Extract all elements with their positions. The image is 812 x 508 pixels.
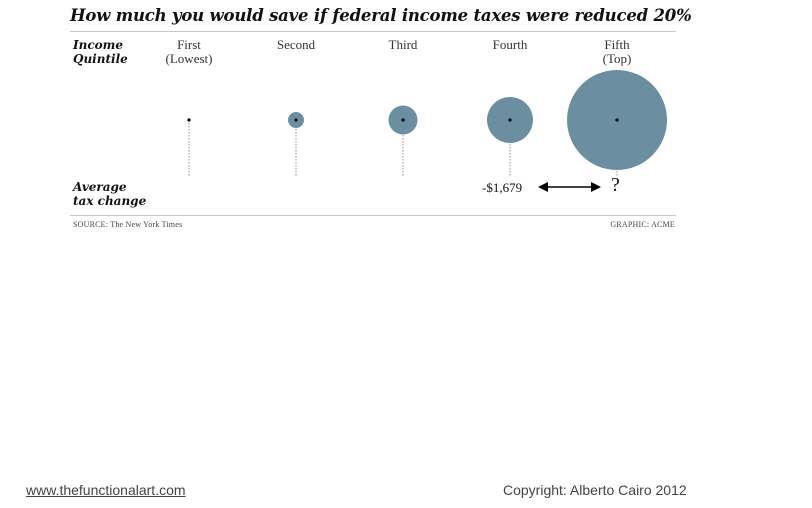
income-quintile-label: Income Quintile bbox=[73, 38, 128, 66]
quintile-label-line: Fourth bbox=[492, 37, 528, 52]
top-rule bbox=[70, 31, 676, 32]
quintile-label-first: First (Lowest) bbox=[149, 38, 229, 66]
fourth-quintile-value: -$1,679 bbox=[482, 180, 523, 195]
quintile-label-second: Second bbox=[256, 38, 336, 52]
quintile-label-line: Second bbox=[276, 37, 316, 52]
quintile-label-line: Third bbox=[388, 37, 418, 52]
graphic-credit: GRAPHIC: ACME bbox=[610, 220, 675, 229]
bottom-rule bbox=[70, 215, 676, 216]
row-label-line: tax change bbox=[73, 194, 147, 208]
source-note: SOURCE: The New York Times bbox=[73, 220, 183, 229]
row-label-line: Quintile bbox=[73, 52, 128, 66]
center-dot-first bbox=[187, 118, 191, 122]
quintile-label-fifth: Fifth (Top) bbox=[577, 38, 657, 66]
quintile-label-line: Fifth bbox=[604, 37, 630, 52]
average-tax-change-label: Average tax change bbox=[73, 180, 146, 208]
quintile-label-third: Third bbox=[363, 38, 443, 52]
website-link[interactable]: www.thefunctionalart.com bbox=[26, 482, 186, 498]
center-dot-second bbox=[294, 118, 298, 122]
fifth-quintile-unknown-value: ? bbox=[611, 174, 620, 196]
quintile-label-line: First bbox=[177, 37, 201, 52]
chart-title: How much you would save if federal incom… bbox=[70, 6, 692, 25]
quintile-label-fourth: Fourth bbox=[470, 38, 550, 52]
quintile-label-line: (Top) bbox=[602, 51, 632, 66]
center-dot-third bbox=[401, 118, 405, 122]
center-dot-fourth bbox=[508, 118, 512, 122]
comparison-arrow bbox=[538, 182, 601, 192]
row-label-line: Average bbox=[73, 180, 127, 194]
bubble-group bbox=[187, 70, 667, 177]
copyright-text: Copyright: Alberto Cairo 2012 bbox=[503, 482, 687, 498]
quintile-label-line: (Lowest) bbox=[165, 51, 213, 66]
row-label-line: Income bbox=[73, 38, 123, 52]
center-dot-fifth bbox=[615, 118, 619, 122]
